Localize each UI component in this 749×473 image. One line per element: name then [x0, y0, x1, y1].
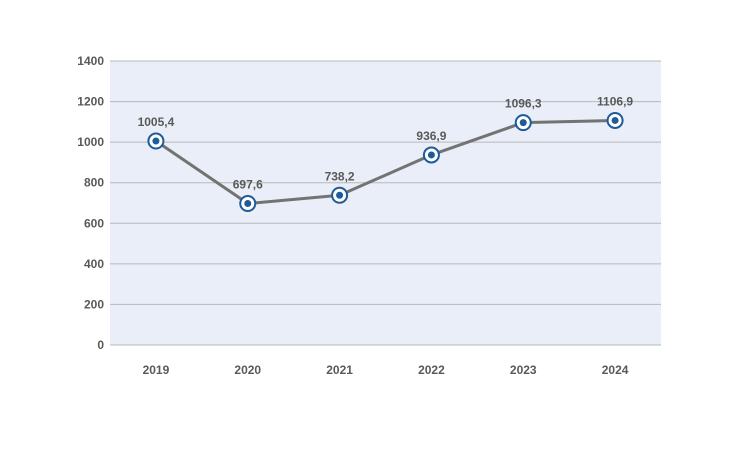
series-line-group [155, 119, 616, 205]
x-tick-label: 2022 [418, 363, 445, 377]
y-tick-label: 1000 [77, 135, 104, 149]
y-tick-label: 200 [84, 297, 104, 311]
data-labels: 1005,4 697,6 738,2 936,9 1096,3 1106,9 [138, 94, 634, 191]
data-point-dot [611, 116, 619, 124]
y-tick-label: 400 [84, 257, 104, 271]
data-point-dot [244, 199, 252, 207]
gridlines [110, 60, 661, 346]
data-label: 1096,3 [505, 97, 542, 111]
data-point-dot [427, 151, 435, 159]
x-tick-label: 2023 [510, 363, 537, 377]
y-tick-label: 800 [84, 176, 104, 190]
plot-area [110, 61, 661, 345]
data-point-dot [519, 119, 527, 127]
data-label: 738,2 [325, 169, 355, 183]
data-label: 1005,4 [138, 115, 175, 129]
data-point-dot [152, 137, 160, 145]
series-line [155, 119, 616, 205]
y-tick-label: 600 [84, 216, 104, 230]
x-tick-label: 2020 [234, 363, 261, 377]
data-label: 697,6 [233, 177, 263, 191]
x-tick-label: 2019 [143, 363, 170, 377]
x-tick-label: 2021 [326, 363, 353, 377]
y-tick-label: 0 [97, 338, 104, 352]
y-tick-label: 1400 [77, 54, 104, 68]
y-axis-ticks: 0 200 400 600 800 1000 1200 1400 [77, 54, 104, 352]
data-markers [147, 111, 624, 212]
data-point-dot [336, 191, 344, 199]
x-tick-label: 2024 [602, 363, 629, 377]
x-axis-ticks: 2019 2020 2021 2022 2023 2024 [143, 363, 629, 377]
y-tick-label: 1200 [77, 95, 104, 109]
data-label: 1106,9 [597, 94, 633, 108]
data-label: 936,9 [416, 129, 446, 143]
